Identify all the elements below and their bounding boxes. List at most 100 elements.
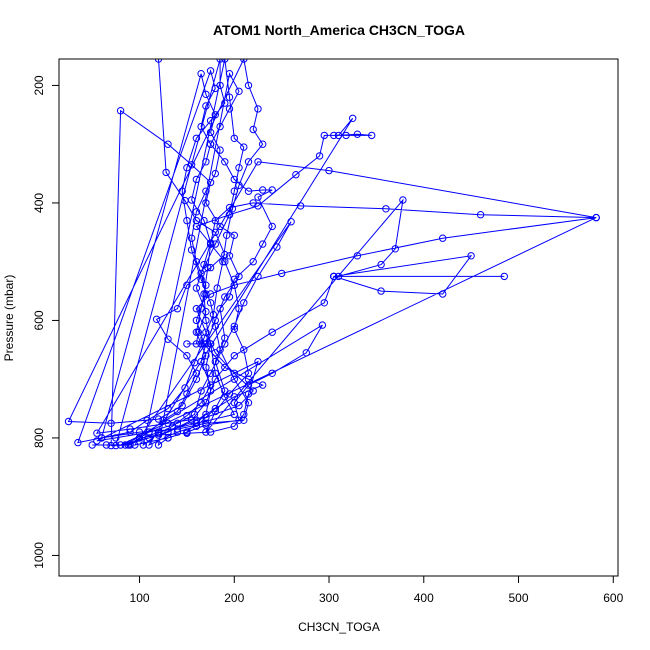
data-point	[225, 70, 234, 78]
data-point	[202, 199, 210, 207]
data-point	[192, 305, 201, 313]
data-point	[183, 352, 191, 360]
data-point	[206, 140, 215, 148]
data-point	[259, 186, 267, 194]
data-point	[192, 340, 201, 348]
data-point	[206, 240, 215, 248]
data-point	[192, 216, 201, 225]
data-point	[145, 428, 153, 436]
data-point	[216, 59, 224, 63]
data-point	[112, 434, 120, 442]
data-point	[467, 252, 475, 260]
data-point	[206, 263, 215, 272]
data-point	[192, 284, 201, 292]
data-point	[325, 166, 333, 175]
data-point	[202, 399, 210, 407]
data-point	[244, 158, 253, 166]
data-point	[230, 134, 239, 143]
data-point	[206, 428, 215, 436]
data-point	[183, 411, 191, 420]
data-point	[192, 422, 201, 430]
data-point	[382, 205, 390, 213]
data-point	[135, 434, 144, 442]
data-point	[202, 90, 210, 99]
data-point	[221, 250, 229, 259]
data-point	[164, 419, 172, 427]
data-point	[211, 404, 220, 413]
data-point	[183, 164, 191, 172]
data-point	[202, 281, 210, 289]
data-point	[249, 258, 257, 266]
data-point	[74, 438, 82, 447]
data-point	[221, 258, 229, 266]
data-marks	[64, 59, 600, 450]
data-point	[230, 187, 239, 195]
data-point	[221, 293, 229, 301]
data-point	[197, 387, 205, 395]
data-point	[349, 114, 357, 123]
data-point	[200, 290, 208, 298]
data-point	[225, 252, 234, 260]
data-point	[197, 340, 205, 348]
y-tick-label: 800	[32, 428, 46, 448]
data-point	[197, 122, 205, 131]
data-point	[107, 441, 115, 450]
data-point	[154, 415, 163, 423]
data-point	[192, 208, 201, 216]
data-point	[399, 196, 407, 204]
data-point	[192, 419, 201, 427]
data-point	[235, 87, 243, 96]
data-point	[164, 140, 172, 148]
data-point	[145, 441, 153, 449]
data-point	[216, 305, 224, 313]
data-point	[254, 272, 262, 281]
data-point	[116, 441, 125, 449]
data-point	[287, 218, 295, 226]
data-point	[330, 272, 338, 281]
data-point	[187, 246, 196, 254]
data-point	[330, 131, 338, 140]
data-point	[121, 441, 130, 449]
data-point	[292, 171, 300, 179]
data-point	[192, 134, 201, 143]
data-point	[211, 349, 220, 357]
data-point	[244, 381, 253, 389]
data-point	[154, 431, 163, 439]
data-point	[223, 231, 231, 240]
data-point	[173, 305, 182, 313]
data-point	[202, 102, 210, 110]
data-point	[164, 335, 172, 343]
data-point	[235, 181, 243, 190]
data-point	[500, 272, 508, 281]
data-point	[225, 93, 234, 101]
data-point	[439, 290, 447, 298]
x-tick-label: 300	[319, 591, 339, 605]
data-point	[202, 410, 210, 419]
data-point	[230, 422, 239, 430]
y-tick-label: 400	[32, 193, 46, 213]
data-point	[192, 375, 201, 383]
data-point	[334, 272, 343, 281]
data-point	[592, 213, 600, 222]
data-point	[211, 240, 220, 248]
data-point	[240, 59, 248, 63]
data-point	[249, 125, 257, 134]
data-point	[192, 222, 201, 231]
data-point	[230, 322, 239, 330]
data-point	[206, 340, 215, 348]
data-point	[334, 131, 343, 140]
data-point	[190, 410, 199, 419]
data-point	[135, 428, 144, 436]
data-point	[353, 130, 362, 138]
chart-title: ATOM1 North_America CH3CN_TOGA	[213, 22, 465, 38]
data-point	[197, 399, 205, 407]
data-point	[206, 299, 215, 307]
data-point	[164, 404, 172, 413]
data-point	[213, 284, 221, 292]
data-point	[206, 369, 215, 377]
data-point	[181, 196, 189, 205]
data-point	[164, 428, 172, 436]
data-point	[221, 363, 229, 372]
data-point	[315, 152, 324, 160]
